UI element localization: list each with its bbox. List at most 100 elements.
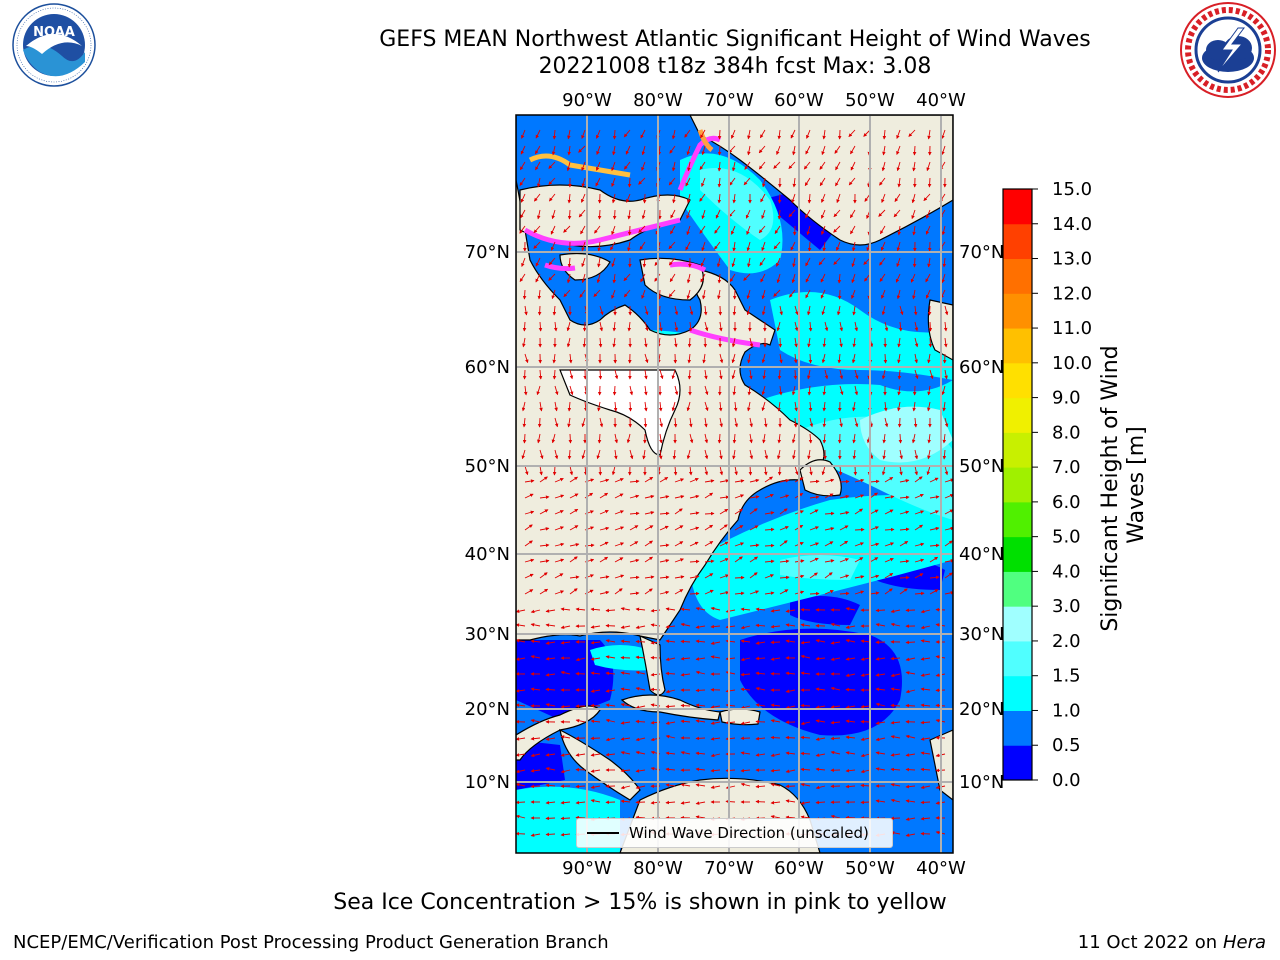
direction-arrow — [695, 606, 706, 611]
direction-arrow — [920, 751, 931, 755]
direction-arrow — [719, 524, 728, 531]
direction-arrow — [852, 401, 856, 412]
direction-arrow — [879, 177, 886, 186]
direction-arrow — [674, 589, 684, 595]
colorbar-tick-label: 9.0 — [1052, 388, 1081, 409]
direction-arrow — [545, 687, 556, 692]
direction-arrow — [785, 689, 796, 693]
direction-arrow — [530, 655, 541, 659]
direction-arrow — [519, 225, 526, 234]
direction-arrow — [625, 145, 631, 155]
direction-arrow — [875, 673, 886, 677]
direction-arrow — [535, 145, 541, 155]
direction-arrow — [704, 511, 715, 516]
direction-arrow — [539, 588, 549, 595]
direction-arrow — [695, 751, 706, 756]
direction-arrow — [567, 401, 572, 412]
direction-arrow — [554, 510, 564, 515]
direction-arrow — [686, 225, 691, 236]
direction-arrow — [920, 625, 931, 630]
direction-arrow — [788, 209, 796, 218]
direction-arrow — [764, 527, 775, 532]
direction-arrow — [519, 177, 526, 186]
direction-arrow — [914, 573, 924, 579]
lon-label-top: 60°W — [774, 90, 824, 111]
direction-arrow — [725, 736, 736, 741]
direction-arrow — [927, 129, 931, 140]
direction-arrow — [899, 479, 910, 483]
noaa-logo: NOAA — [12, 3, 96, 87]
lon-label-bottom: 80°W — [633, 858, 683, 879]
direction-arrow — [710, 785, 721, 789]
direction-arrow — [605, 671, 616, 676]
direction-arrow — [830, 641, 841, 645]
direction-arrow — [605, 689, 616, 693]
direction-arrow — [824, 572, 833, 579]
direction-arrow — [852, 337, 856, 348]
direction-arrow — [830, 750, 841, 755]
direction-arrow — [732, 193, 736, 204]
direction-arrow — [719, 321, 723, 332]
direction-arrow — [533, 241, 541, 249]
direction-arrow — [838, 465, 843, 476]
direction-arrow — [624, 161, 631, 170]
direction-arrow — [875, 767, 886, 771]
direction-arrow — [899, 305, 904, 316]
direction-arrow — [890, 622, 901, 627]
direction-arrow — [764, 494, 774, 499]
direction-arrow — [680, 673, 691, 677]
direction-arrow — [680, 607, 691, 612]
direction-arrow — [923, 193, 931, 202]
direction-arrow — [905, 671, 916, 675]
direction-arrow — [710, 721, 721, 725]
direction-arrow — [627, 321, 632, 332]
nws-logo — [1180, 2, 1276, 98]
direction-arrow — [854, 321, 859, 332]
direction-arrow — [779, 353, 783, 364]
direction-arrow — [659, 511, 670, 516]
direction-arrow — [852, 449, 857, 460]
direction-arrow — [809, 572, 818, 579]
direction-arrow — [534, 193, 541, 202]
direction-arrow — [740, 751, 751, 755]
direction-arrow — [704, 385, 709, 396]
direction-arrow — [538, 321, 543, 332]
direction-arrow — [689, 433, 694, 444]
colorbar-tick-label: 8.0 — [1052, 422, 1081, 443]
direction-arrow — [644, 494, 655, 499]
direction-arrow — [927, 401, 931, 412]
direction-arrow — [770, 719, 781, 723]
direction-arrow — [552, 353, 556, 364]
direction-arrow — [659, 525, 669, 531]
direction-arrow — [779, 589, 789, 595]
direction-arrow — [614, 369, 619, 380]
direction-arrow — [792, 145, 796, 156]
direction-arrow — [820, 289, 826, 299]
colorbar-tick-label: 2.0 — [1052, 631, 1081, 652]
direction-arrow — [869, 479, 880, 484]
direction-arrow — [671, 369, 676, 380]
direction-arrow — [614, 449, 618, 460]
direction-arrow — [845, 625, 856, 629]
direction-arrow — [747, 353, 751, 364]
direction-arrow — [770, 768, 781, 773]
direction-arrow — [644, 401, 648, 412]
direction-arrow — [704, 559, 715, 564]
direction-arrow — [521, 449, 526, 460]
direction-arrow — [824, 511, 835, 516]
direction-arrow — [773, 289, 781, 297]
colorbar-swatch — [1003, 258, 1032, 294]
direction-arrow — [701, 241, 706, 252]
direction-arrow — [717, 177, 722, 188]
direction-arrow — [687, 369, 692, 380]
direction-arrow — [839, 494, 850, 499]
direction-arrow — [629, 511, 640, 516]
direction-arrow — [882, 449, 886, 460]
direction-arrow — [830, 736, 841, 741]
direction-arrow — [597, 241, 601, 252]
direction-arrow — [560, 704, 571, 709]
direction-arrow — [640, 273, 646, 283]
direction-arrow — [839, 321, 844, 332]
direction-arrow — [815, 737, 826, 741]
direction-arrow — [839, 337, 843, 348]
